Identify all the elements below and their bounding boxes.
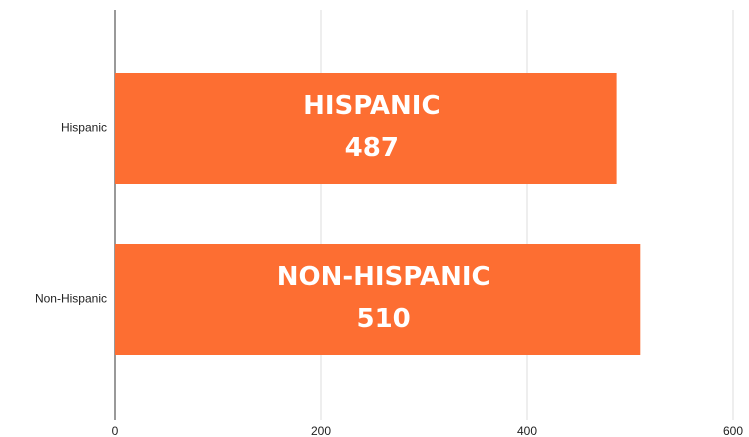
x-tick-label: 400	[517, 424, 537, 437]
bar	[115, 244, 641, 355]
x-tick-label: 200	[311, 424, 331, 437]
bar-label: HISPANIC	[303, 91, 440, 121]
x-tick-label: 0	[112, 424, 119, 437]
bar-label: NON-HISPANIC	[277, 262, 491, 292]
value-label: 487	[345, 133, 399, 163]
x-tick-label: 600	[723, 424, 743, 437]
value-label: 510	[357, 304, 411, 334]
y-tick-label: Non-Hispanic	[35, 292, 107, 306]
bar	[115, 73, 617, 184]
y-tick-label: Hispanic	[61, 121, 107, 135]
